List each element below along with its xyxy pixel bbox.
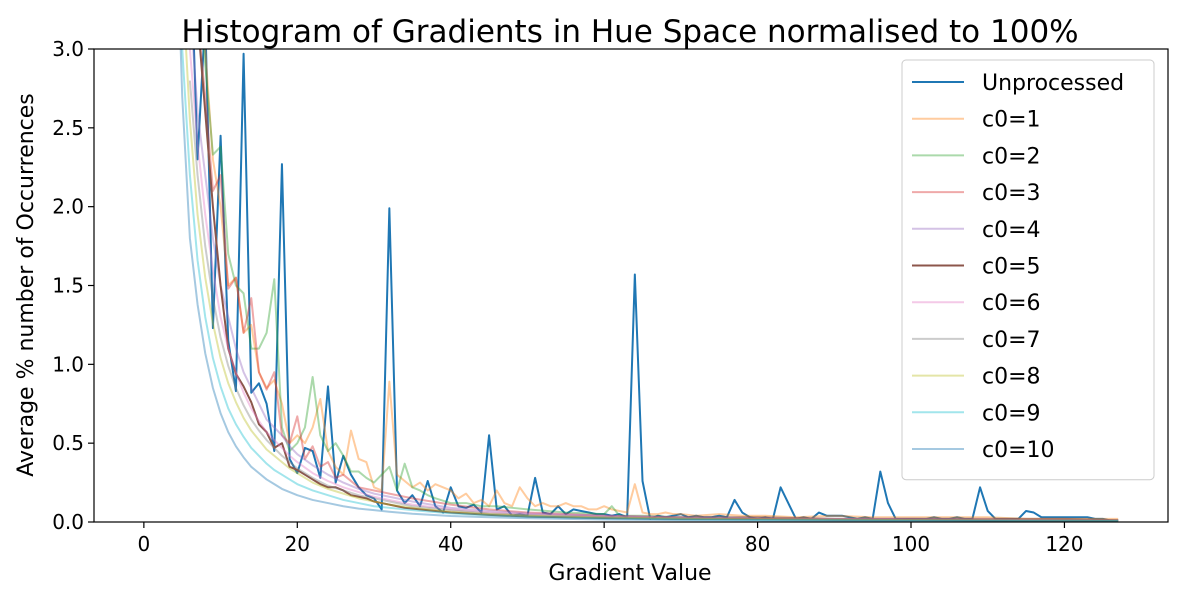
axes-layer: 0 20 40 60 80 100 120 0.0 0.5 1.0 1.5 2.0 2.5 3.0: [52, 37, 1169, 556]
series-line-c0-5: [199, 49, 1119, 522]
series-line-c0-8: [185, 49, 1119, 522]
series-line-c0-1: [204, 49, 1119, 520]
series-line-unprocessed: [192, 49, 1119, 522]
y-tick-label: 0.5: [52, 431, 84, 455]
legend-label: c0=7: [982, 328, 1041, 353]
y-tick-label: 3.0: [52, 37, 84, 61]
x-tick-label: 80: [745, 532, 770, 556]
legend-label: c0=2: [982, 144, 1041, 169]
legend-label: c0=10: [982, 438, 1055, 463]
legend: Unprocessed c0=1 c0=2 c0=3 c0=4 c0=5 c0=6 c0=7 c…: [901, 59, 1155, 481]
series-line-c0-6: [188, 49, 1119, 522]
x-tick-label: 120: [1045, 532, 1083, 556]
legend-label: c0=3: [982, 181, 1041, 206]
y-tick-label: 1.0: [52, 352, 84, 376]
series-line-c0-2: [202, 49, 1119, 522]
chart-title: Histogram of Gradients in Hue Space norm…: [181, 14, 1078, 50]
legend-label: c0=9: [982, 401, 1041, 426]
legend-label: c0=4: [982, 218, 1041, 243]
y-tick-label: 0.0: [52, 510, 84, 534]
y-axis-title: Average % number of Occurrences: [14, 93, 39, 477]
series-line-c0-7: [188, 80, 1119, 522]
series-line-c0-3: [199, 49, 1119, 522]
legend-label: Unprocessed: [982, 71, 1124, 96]
x-tick-label: 60: [591, 532, 616, 556]
x-tick-label: 20: [285, 532, 310, 556]
series-line-c0-9: [181, 49, 1119, 522]
series-line-c0-10: [179, 49, 1119, 522]
legend-box: [901, 59, 1155, 481]
x-tick-label: 100: [892, 532, 930, 556]
y-tick-label: 1.5: [52, 274, 84, 298]
x-axis-title: Gradient Value: [548, 561, 711, 586]
x-tick-label: 40: [438, 532, 463, 556]
y-tick-label: 2.5: [52, 116, 84, 140]
legend-label: c0=1: [982, 108, 1041, 133]
legend-label: c0=5: [982, 255, 1041, 280]
series-layer: [179, 49, 1119, 522]
series-line-c0-4: [192, 49, 1119, 522]
y-tick-label: 2.0: [52, 195, 84, 219]
x-tick-label: 0: [137, 532, 150, 556]
legend-label: c0=6: [982, 291, 1041, 316]
legend-label: c0=8: [982, 365, 1041, 390]
